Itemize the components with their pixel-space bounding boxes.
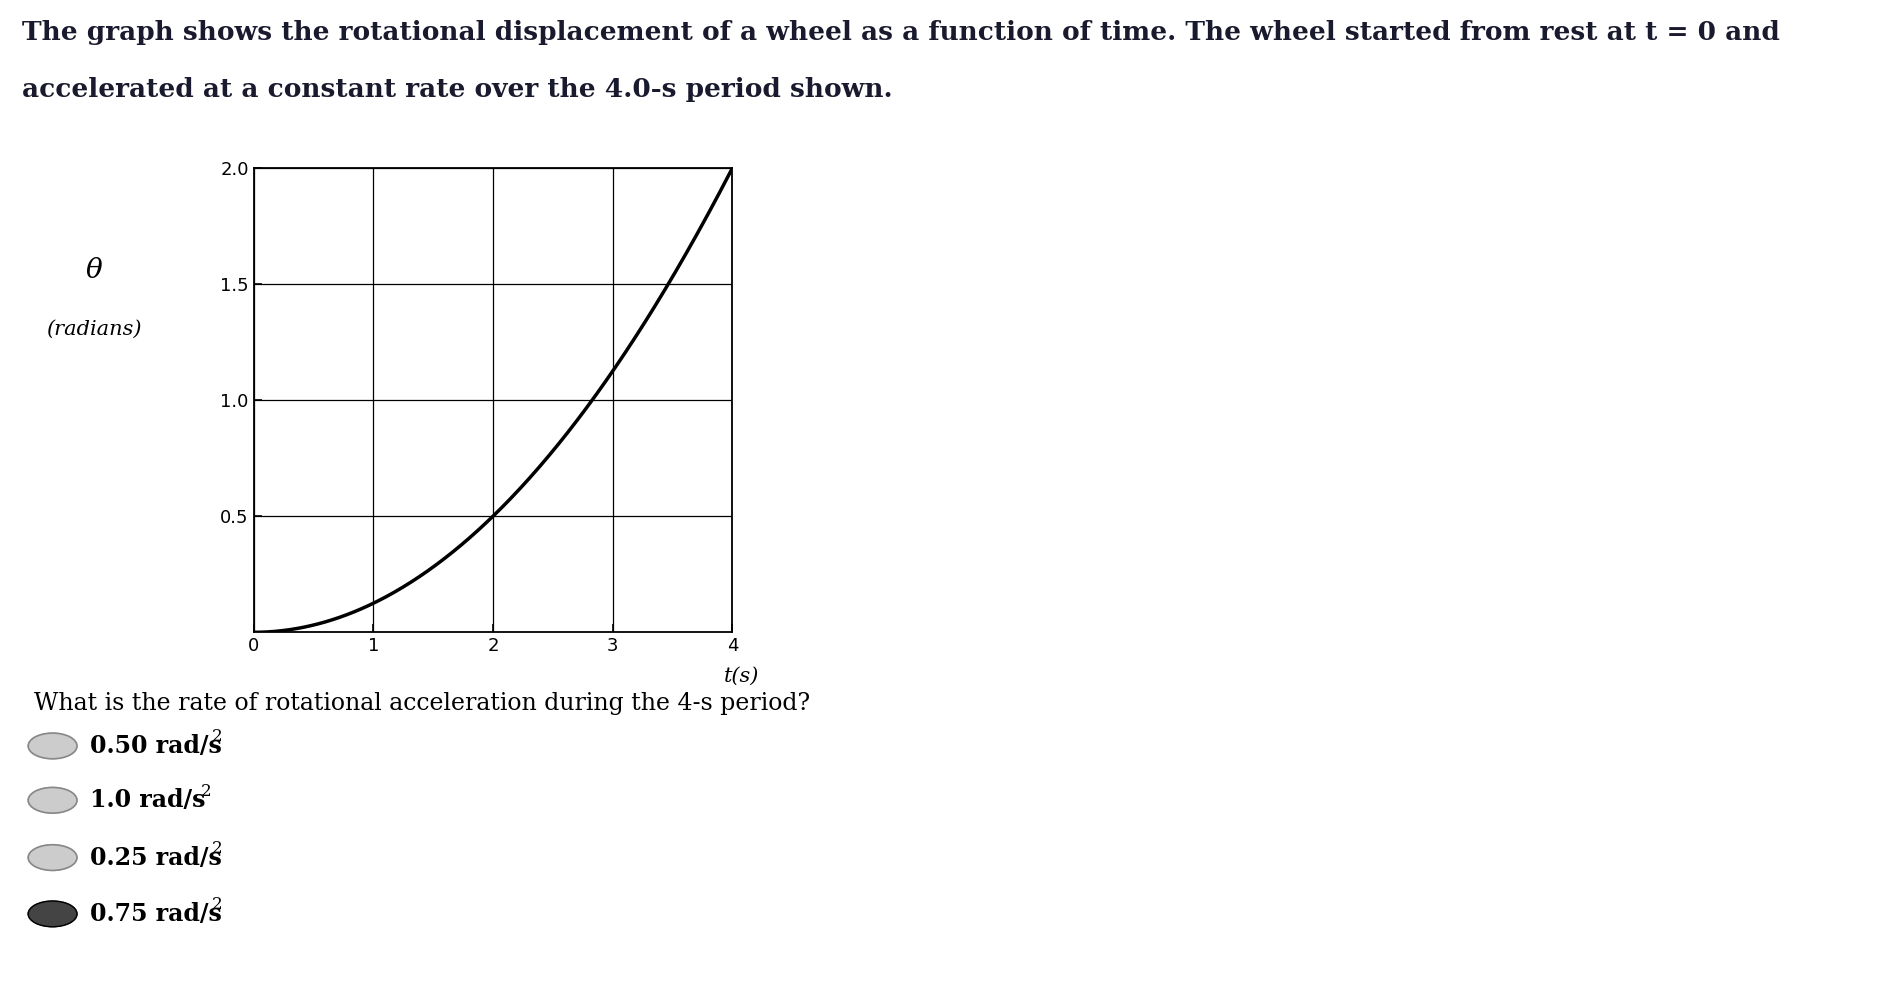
Text: 2: 2 [212, 840, 223, 858]
Text: (radians): (radians) [47, 320, 141, 339]
Text: 0.50 rad/s: 0.50 rad/s [90, 734, 222, 758]
Text: accelerated at a constant rate over the 4.0-s period shown.: accelerated at a constant rate over the … [23, 77, 892, 103]
Text: What is the rate of rotational acceleration during the 4-s period?: What is the rate of rotational accelerat… [34, 692, 809, 714]
Text: 2: 2 [212, 896, 223, 914]
Text: t(s): t(s) [725, 667, 759, 687]
Text: 2: 2 [201, 782, 210, 800]
Text: 0.25 rad/s: 0.25 rad/s [90, 846, 222, 869]
Text: 2: 2 [212, 728, 223, 746]
Text: 1.0 rad/s: 1.0 rad/s [90, 788, 207, 812]
Text: θ: θ [86, 257, 101, 284]
Text: The graph shows the rotational displacement of a wheel as a function of time. Th: The graph shows the rotational displacem… [23, 21, 1780, 45]
Text: 0.75 rad/s: 0.75 rad/s [90, 902, 222, 926]
